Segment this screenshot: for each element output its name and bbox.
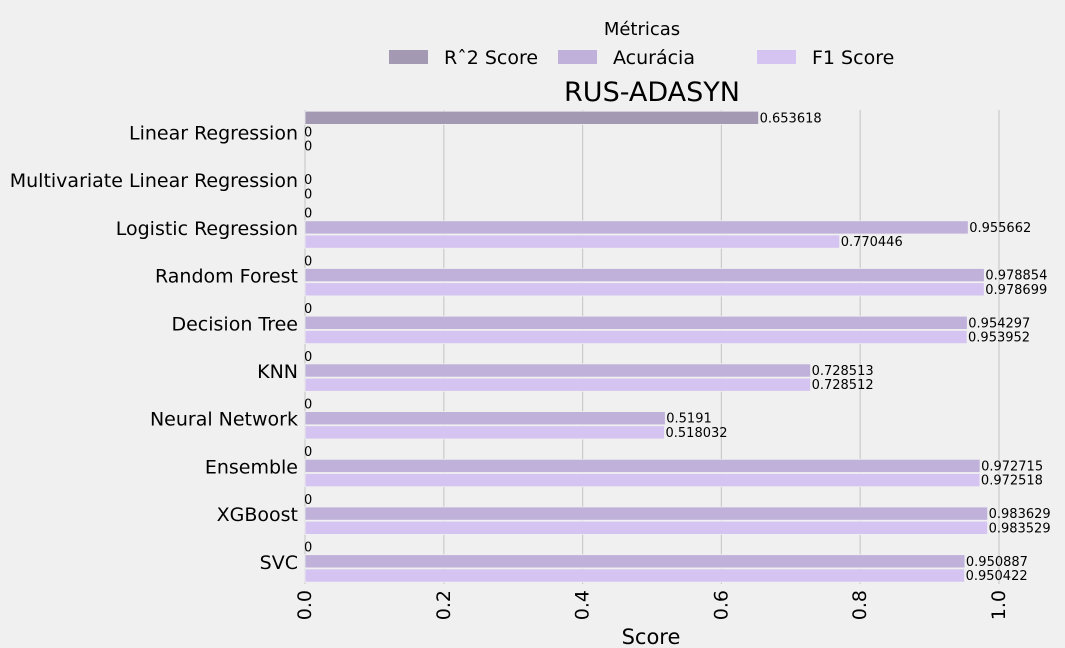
bar — [304, 363, 811, 378]
x-tick-label: 1.0 — [988, 590, 1010, 620]
x-tick-label: 0.6 — [710, 590, 732, 620]
x-axis-label: Score — [622, 625, 681, 648]
data-label: 0.950422 — [966, 569, 1028, 584]
category-label: Neural Network — [150, 409, 298, 431]
data-label: 0 — [304, 350, 312, 365]
data-label: 0.954297 — [968, 316, 1030, 331]
data-label: 0.953952 — [968, 331, 1030, 346]
data-label: 0.728512 — [812, 378, 874, 393]
legend-swatch — [757, 50, 796, 64]
bar — [304, 568, 965, 583]
data-label: 0.972715 — [981, 459, 1043, 474]
bar — [304, 554, 966, 569]
bar — [304, 329, 968, 344]
category-label: Logistic Regression — [116, 218, 298, 240]
data-label: 0.5191 — [666, 412, 712, 427]
data-label: 0.972518 — [981, 474, 1043, 489]
category-label: Multivariate Linear Regression — [10, 170, 298, 192]
value-labels: 0.65361800000000000.9556620.9788540.9542… — [304, 111, 1051, 584]
data-label: 0 — [304, 140, 312, 155]
category-label: Ensemble — [205, 456, 298, 478]
legend-label: Rˆ2 Score — [444, 47, 538, 69]
data-label: 0.728513 — [812, 364, 874, 379]
bar — [304, 520, 988, 535]
data-label: 0 — [304, 302, 312, 317]
x-axis-ticks: 0.0 0.2 0.4 0.6 0.8 1.0 — [294, 590, 1010, 620]
x-tick-label: 0.0 — [294, 590, 316, 620]
data-label: 0 — [304, 187, 312, 202]
bar — [304, 473, 981, 488]
legend-label: F1 Score — [812, 47, 894, 69]
category-label: Decision Tree — [171, 313, 298, 335]
bar — [304, 315, 968, 330]
data-label: 0.518032 — [666, 426, 728, 441]
x-tick-label: 0.4 — [572, 590, 594, 620]
bar — [304, 268, 985, 283]
legend-swatch — [389, 50, 428, 64]
data-label: 0.770446 — [841, 235, 903, 250]
bar — [304, 458, 981, 473]
data-label: 0 — [304, 541, 312, 556]
x-tick-label: 0.8 — [849, 590, 871, 620]
data-label: 0 — [304, 173, 312, 188]
legend: Métricas Rˆ2 Score Acurácia F1 Score — [389, 19, 894, 69]
data-label: 0 — [304, 254, 312, 269]
data-label: 0.653618 — [760, 111, 822, 126]
data-label: 0.950887 — [966, 555, 1028, 570]
legend-swatch — [558, 50, 597, 64]
bars — [304, 110, 989, 583]
grid-lines — [304, 110, 1000, 584]
data-label: 0.955662 — [969, 221, 1031, 236]
bar — [304, 425, 665, 440]
bar — [304, 377, 811, 392]
category-label: SVC — [260, 552, 298, 574]
x-tick-label: 0.2 — [433, 590, 455, 620]
bar — [304, 220, 969, 235]
data-label: 0 — [304, 207, 312, 222]
legend-label: Acurácia — [613, 47, 695, 69]
data-label: 0 — [304, 445, 312, 460]
bar — [304, 234, 841, 249]
bar — [304, 411, 666, 426]
data-label: 0 — [304, 398, 312, 413]
category-label: XGBoost — [217, 504, 298, 526]
data-label: 0 — [304, 126, 312, 141]
category-label: KNN — [257, 361, 298, 383]
data-label: 0.978699 — [985, 283, 1047, 298]
category-label: Random Forest — [155, 266, 298, 288]
data-label: 0.978854 — [985, 269, 1047, 284]
category-labels: Linear Regression Multivariate Linear Reg… — [10, 123, 298, 574]
bar — [304, 110, 760, 125]
data-label: 0.983629 — [989, 507, 1051, 522]
bar — [304, 282, 985, 297]
chart-title: RUS-ADASYN — [564, 77, 740, 108]
category-label: Linear Regression — [129, 123, 298, 145]
data-label: 0.983529 — [989, 521, 1051, 536]
data-label: 0 — [304, 493, 312, 508]
legend-title: Métricas — [604, 19, 680, 40]
bar — [304, 506, 989, 521]
